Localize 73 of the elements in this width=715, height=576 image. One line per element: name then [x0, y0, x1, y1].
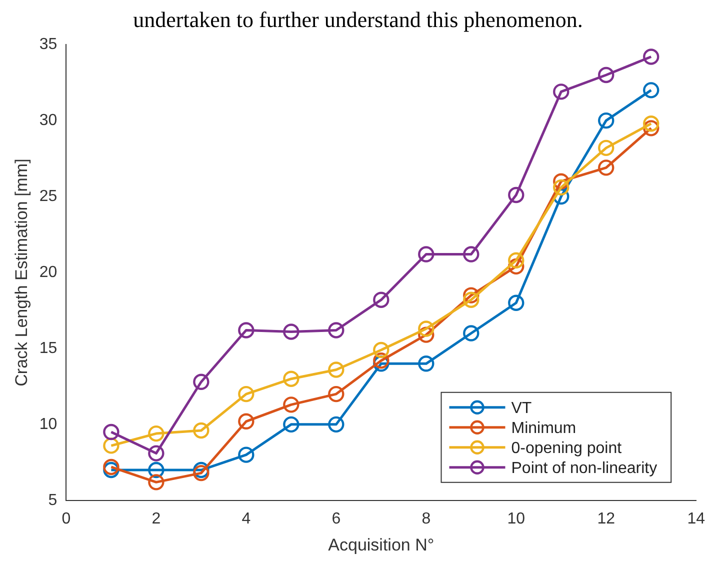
y-tick-label: 15: [39, 340, 58, 357]
point: [598, 140, 614, 156]
point: [373, 352, 390, 369]
point: [508, 258, 524, 275]
point: [328, 362, 344, 378]
point: [103, 438, 120, 454]
point: [598, 112, 614, 129]
point: [373, 356, 390, 372]
y-axis-title: Crack Length Estimation [mm]: [12, 158, 31, 386]
point: [508, 252, 524, 268]
point: [643, 82, 660, 98]
x-tick-label: 0: [62, 510, 71, 528]
point: [238, 322, 254, 338]
point: [238, 446, 254, 463]
point: [643, 48, 660, 65]
point: [103, 424, 120, 440]
point: [148, 445, 164, 462]
point: [373, 342, 390, 358]
point: [193, 422, 210, 439]
y-tick-label: 10: [39, 416, 58, 433]
point: [643, 116, 660, 132]
x-tick-label: 6: [332, 510, 341, 528]
point: [553, 84, 570, 100]
point: [283, 324, 300, 340]
point: [463, 246, 480, 262]
point: [463, 287, 480, 304]
point: [238, 413, 254, 430]
point: [283, 370, 300, 387]
x-tick-label: 4: [242, 510, 251, 528]
y-tick-label: 35: [39, 36, 58, 54]
point: [508, 294, 524, 311]
point: [418, 356, 434, 372]
point: [103, 462, 120, 478]
point: [148, 462, 164, 478]
point: [418, 326, 434, 343]
legend-label: 0-opening point: [511, 440, 622, 457]
point: [148, 474, 164, 490]
x-tick-label: 10: [507, 510, 526, 528]
point: [598, 160, 614, 176]
point: [328, 416, 344, 433]
legend-label: VT: [511, 400, 532, 417]
point: [328, 386, 344, 402]
x-axis-title: Acquisition N°: [328, 535, 434, 554]
point: [643, 120, 660, 136]
point: [283, 396, 300, 413]
point: [598, 66, 614, 84]
point: [463, 292, 480, 308]
point: [328, 322, 344, 338]
point: [193, 464, 210, 482]
point: [463, 325, 480, 342]
point: [373, 292, 390, 308]
text: undertaken to further understand this phenomenon.: [132, 7, 584, 32]
point: [553, 179, 570, 196]
x-tick-label: 2: [152, 510, 161, 528]
x-tick-label: 8: [422, 510, 431, 528]
point: [193, 374, 210, 390]
point: [418, 320, 434, 337]
point: [148, 425, 164, 442]
point: [508, 186, 524, 204]
x-tick-label: 14: [687, 510, 706, 528]
y-tick-label: 20: [39, 264, 58, 281]
point: [238, 386, 254, 402]
point: [418, 246, 434, 262]
y-tick-label: 25: [39, 188, 58, 205]
legend-label: Point of non-linearity: [511, 460, 658, 477]
y-tick-label: 30: [39, 112, 58, 129]
x-tick-label: 12: [597, 510, 616, 528]
y-tick-label: 5: [48, 492, 58, 509]
point: [283, 416, 300, 433]
legend-label: Minimum: [511, 420, 576, 437]
point: [103, 458, 120, 476]
point: [193, 462, 210, 478]
point: [553, 173, 570, 190]
